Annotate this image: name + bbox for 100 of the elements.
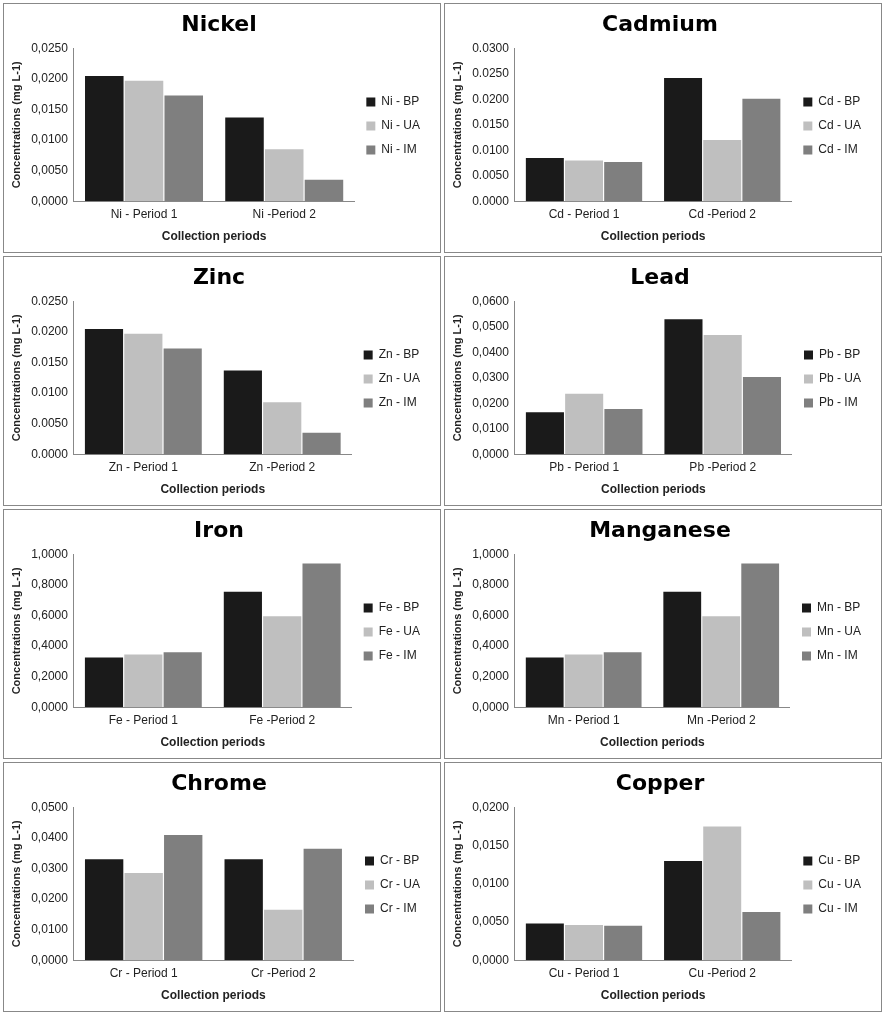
bar [702,616,741,708]
y-tick-label: 0.0000 [472,193,510,208]
legend-label: Cu - UA [818,877,862,892]
chart-title: Manganese [589,516,731,542]
bar [124,654,163,708]
y-axis-title: Concentrations (mg L-1) [450,60,463,189]
x-tick-label: Cd - Period 1 [548,206,620,221]
y-tick-label: 0,6000 [472,607,510,622]
y-tick-label: 0,8000 [472,577,510,592]
chart-title: Copper [615,769,705,795]
bar [565,393,604,455]
y-tick-label: 0.0000 [31,446,69,461]
legend-label: Cu - IM [818,901,858,916]
y-tick-label: 0,0100 [31,132,69,147]
y-tick-label: 0,2000 [31,668,69,683]
bar [703,335,742,455]
y-tick-label: 0.0250 [31,293,69,308]
chart-title: Cadmium [602,10,718,36]
bar [124,333,163,455]
y-tick-label: 0,0200 [472,395,510,410]
x-axis-title: Collection periods [601,482,707,497]
y-tick-label: 1,0000 [472,546,510,561]
bar [664,860,703,961]
y-tick-label: 0,0100 [31,921,69,936]
y-tick-label: 0.0100 [472,142,510,157]
bar [525,412,564,455]
x-tick-label: Cd -Period 2 [688,206,757,221]
y-tick-label: 0,0100 [472,421,510,436]
x-axis-title: Collection periods [160,735,266,750]
y-tick-label: 0,0300 [31,860,69,875]
y-axis-title: Concentrations (mg L-1) [9,566,22,695]
x-tick-label: Cr - Period 1 [109,965,179,980]
legend-label: Fe - BP [378,600,420,615]
legend-label: Cr - UA [380,877,420,892]
legend-label: Mn - IM [817,648,858,663]
y-axis-title: Concentrations (mg L-1) [450,819,463,948]
x-tick-label: Cu -Period 2 [688,965,757,980]
y-tick-label: 0,0600 [472,293,510,308]
chart-title: Lead [630,263,690,289]
bar [263,402,302,455]
y-tick-label: 0,8000 [31,577,69,592]
bar [664,77,703,202]
x-tick-label: Mn -Period 2 [686,712,756,727]
chart-title: Nickel [181,10,257,36]
legend-label: Cd - BP [818,94,861,109]
legend-label: Cr - IM [380,901,417,916]
y-tick-label: 0,0500 [31,799,69,814]
bar [84,328,124,455]
y-tick-label: 0,0100 [472,876,510,891]
y-axis-title: Concentrations (mg L-1) [450,566,463,695]
legend-label: Mn - BP [817,600,861,615]
y-tick-label: 0,0400 [31,830,69,845]
y-tick-label: 0,0400 [472,344,510,359]
bar [84,657,124,708]
legend-label: Zn - BP [378,347,420,362]
legend-label: Pb - UA [818,371,861,386]
legend-label: Ni - IM [381,142,417,157]
y-tick-label: 0,0250 [31,40,69,55]
y-tick-label: 0,0200 [31,71,69,86]
y-tick-label: 0,0150 [472,837,510,852]
y-tick-label: 0,4000 [31,638,69,653]
y-tick-label: 0,0000 [31,699,69,714]
x-tick-label: Zn -Period 2 [249,459,316,474]
legend-label: Fe - IM [378,648,417,663]
legend-label: Cd - UA [818,118,862,133]
y-tick-label: 0,6000 [31,607,69,622]
bar [525,157,564,202]
y-tick-label: 1,0000 [31,546,69,561]
legend-label: Ni - BP [381,94,420,109]
legend-label: Cr - BP [380,853,420,868]
bar [85,75,124,202]
chart-title: Iron [194,516,244,542]
x-axis-title: Collection periods [600,735,706,750]
x-tick-label: Pb - Period 1 [549,459,620,474]
y-tick-label: 0.0050 [472,168,510,183]
y-tick-label: 0,0000 [31,952,69,967]
bar [703,140,742,202]
y-tick-label: 0.0150 [31,354,69,369]
chart-title: Chrome [171,769,267,795]
bar [263,616,302,708]
x-axis-title: Collection periods [600,988,706,1003]
y-tick-label: 0.0150 [472,117,510,132]
x-tick-label: Zn - Period 1 [108,459,179,474]
y-tick-label: 0.0250 [472,66,510,81]
legend-label: Zn - IM [378,395,417,410]
y-tick-label: 0,0200 [472,799,510,814]
y-tick-label: 0,2000 [472,668,510,683]
y-tick-label: 0.0050 [31,415,69,430]
y-tick-label: 0.0100 [31,385,69,400]
x-axis-title: Collection periods [161,229,267,244]
bar [124,873,163,961]
y-tick-label: 0,0000 [472,699,510,714]
y-tick-label: 0,0300 [472,370,510,385]
y-tick-label: 0,0000 [472,446,510,461]
y-tick-label: 0,4000 [472,638,510,653]
x-tick-label: Pb -Period 2 [689,459,757,474]
y-tick-label: 0.0200 [472,91,510,106]
legend-label: Pb - IM [818,395,858,410]
bar [225,117,264,202]
y-axis-title: Concentrations (mg L-1) [9,819,22,948]
